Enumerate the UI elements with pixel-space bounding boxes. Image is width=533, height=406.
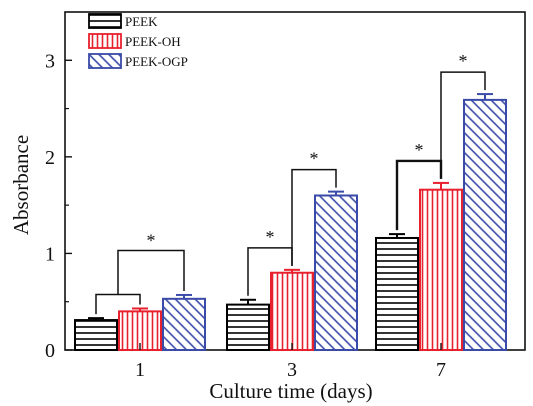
bar-peek-oh-day-7 <box>419 188 463 351</box>
sig-star-4-day-7: * <box>459 51 468 71</box>
x-axis-title: Culture time (days) <box>209 379 372 403</box>
y-tick-label-1: 1 <box>45 243 55 265</box>
sig-star-3-day-7: * <box>415 140 424 160</box>
y-tick-label-3: 3 <box>45 50 55 72</box>
y-tick-label-0: 0 <box>45 340 55 362</box>
legend-swatch-peek-oh <box>88 33 122 49</box>
sig-star-1-day-3: * <box>266 227 275 247</box>
legend-swatch-peek <box>88 13 122 29</box>
sig-bracket-2-day-3 <box>291 168 337 266</box>
sig-bracket-upper-day-1 <box>117 249 185 295</box>
sig-star-day-1: * <box>147 230 156 250</box>
sig-star-2-day-3: * <box>310 149 319 169</box>
legend-label-peek-oh: PEEK-OH <box>125 34 181 49</box>
bar-peek-day-3 <box>226 303 270 351</box>
legend-label-peek-ogp: PEEK-OGP <box>125 54 188 69</box>
bar-peek-oh-day-3 <box>270 271 314 351</box>
x-tick-label-7: 7 <box>436 359 446 381</box>
plot-area: 0 1 2 3 1 3 7 * * * * * PEEK PEEK-OH PEEK-OGP <box>45 11 526 381</box>
x-tick-label-1: 1 <box>135 359 145 381</box>
x-tick-label-3: 3 <box>287 359 297 381</box>
bar-peek-ogp-day-1 <box>162 297 206 351</box>
y-axis-title: Absorbance <box>9 135 33 235</box>
bar-peek-day-7 <box>375 236 419 351</box>
legend-swatch-peek-ogp <box>88 53 122 69</box>
bar-peek-day-1 <box>74 319 118 352</box>
bar-peek-ogp-day-7 <box>463 98 507 351</box>
y-tick-label-2: 2 <box>45 147 55 169</box>
legend-label-peek: PEEK <box>125 14 158 29</box>
sig-bracket-4-day-7 <box>440 71 486 179</box>
bar-peek-ogp-day-3 <box>314 194 358 351</box>
